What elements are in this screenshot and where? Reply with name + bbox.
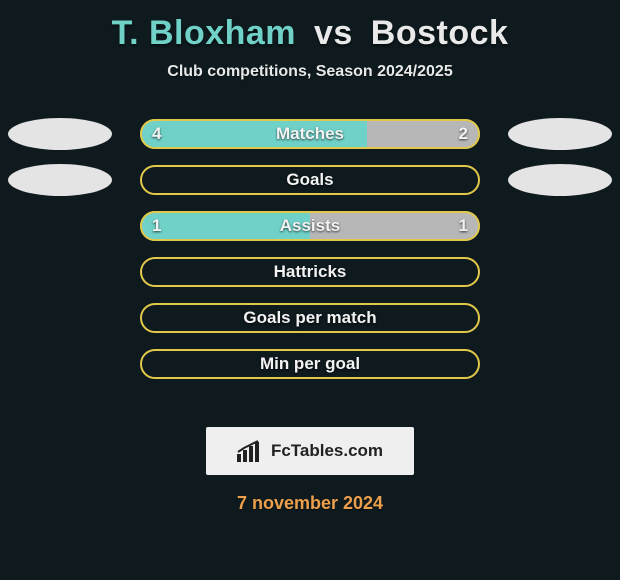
- comparison-chart: Matches42 Goals Assists11 Hattricks Goals pe…: [0, 119, 620, 409]
- stat-bar-outline: [140, 165, 480, 195]
- stat-bar-outline: [140, 257, 480, 287]
- player-marker-right: [508, 164, 612, 196]
- stat-row: Assists11: [140, 211, 480, 241]
- stat-row: Matches42: [140, 119, 480, 149]
- subtitle: Club competitions, Season 2024/2025: [0, 63, 620, 81]
- stat-label: Min per goal: [140, 349, 480, 379]
- stat-label: Goals per match: [140, 303, 480, 333]
- stat-row: Min per goal: [140, 349, 480, 379]
- title-player-left: T. Bloxham: [112, 14, 296, 52]
- stat-bar-outline: [140, 303, 480, 333]
- stat-bar-right: [310, 211, 480, 241]
- player-marker-left: [8, 118, 112, 150]
- player-marker-right: [508, 118, 612, 150]
- stat-bar-left: [140, 119, 367, 149]
- stat-bar-right: [367, 119, 480, 149]
- stat-label: Goals: [140, 165, 480, 195]
- title-vs: vs: [314, 14, 353, 52]
- brand-text: FcTables.com: [271, 441, 383, 461]
- stat-row: Hattricks: [140, 257, 480, 287]
- stat-row: Goals per match: [140, 303, 480, 333]
- stat-label: Hattricks: [140, 257, 480, 287]
- date-text: 7 november 2024: [0, 493, 620, 514]
- stat-bar-left: [140, 211, 310, 241]
- title-player-right: Bostock: [371, 14, 509, 52]
- brand-badge[interactable]: FcTables.com: [206, 427, 414, 475]
- stat-row: Goals: [140, 165, 480, 195]
- stat-bar-outline: [140, 349, 480, 379]
- brand-icon: [237, 440, 263, 462]
- player-marker-left: [8, 164, 112, 196]
- page-title: T. Bloxham vs Bostock: [0, 14, 620, 53]
